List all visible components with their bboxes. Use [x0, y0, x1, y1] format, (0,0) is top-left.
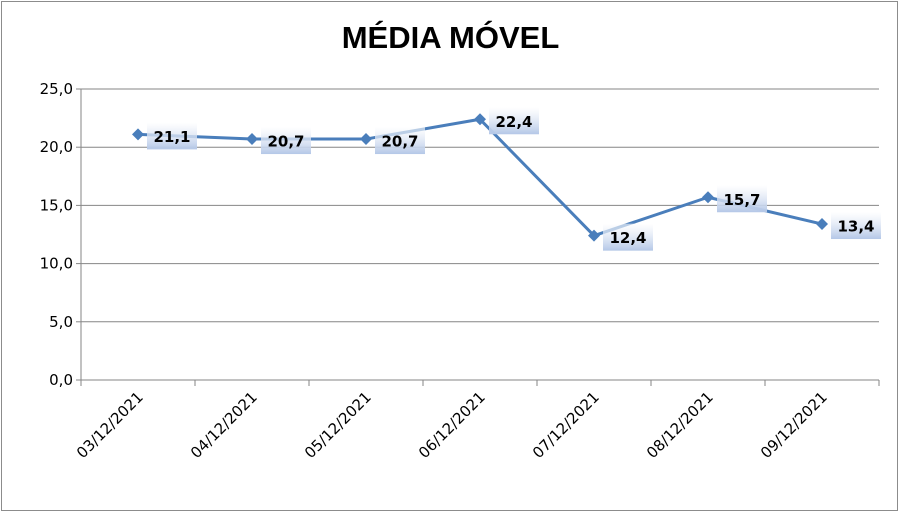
data-label-box — [831, 212, 881, 240]
x-tick-label: 05/12/2021 — [301, 388, 375, 462]
data-label: 15,7 — [723, 191, 760, 209]
y-tick-label: 10,0 — [40, 255, 73, 273]
data-point-marker — [246, 133, 258, 146]
data-label: 21,1 — [153, 128, 190, 146]
x-tick-label: 06/12/2021 — [415, 388, 489, 462]
data-label: 13,4 — [837, 218, 874, 236]
data-point-marker — [816, 218, 828, 231]
data-label: 22,4 — [495, 113, 532, 131]
x-tick-label: 03/12/2021 — [73, 388, 147, 462]
x-tick-label: 08/12/2021 — [643, 388, 717, 462]
data-point-marker — [132, 128, 144, 141]
data-point-marker — [360, 133, 372, 146]
data-point-marker — [702, 191, 714, 204]
y-tick-label: 15,0 — [40, 196, 73, 214]
data-label: 20,7 — [381, 133, 418, 151]
data-label: 12,4 — [609, 229, 646, 247]
y-tick-label: 5,0 — [49, 313, 73, 331]
data-label-box — [261, 127, 311, 155]
y-tick-label: 25,0 — [40, 80, 73, 98]
data-label: 20,7 — [267, 133, 304, 151]
data-point-marker — [474, 113, 486, 126]
data-label-box — [717, 185, 767, 213]
data-point-marker — [588, 229, 600, 242]
y-tick-label: 0,0 — [49, 371, 73, 389]
chart-title: MÉDIA MÓVEL — [341, 20, 560, 55]
x-tick-label: 04/12/2021 — [187, 388, 261, 462]
data-label-box — [147, 122, 197, 150]
series-line — [137, 117, 823, 238]
data-label-box — [489, 107, 539, 135]
x-tick-label: 09/12/2021 — [757, 388, 831, 462]
y-tick-label: 20,0 — [40, 138, 73, 156]
data-label-box — [375, 127, 425, 155]
x-tick-label: 07/12/2021 — [529, 388, 603, 462]
data-label-box — [603, 223, 653, 251]
